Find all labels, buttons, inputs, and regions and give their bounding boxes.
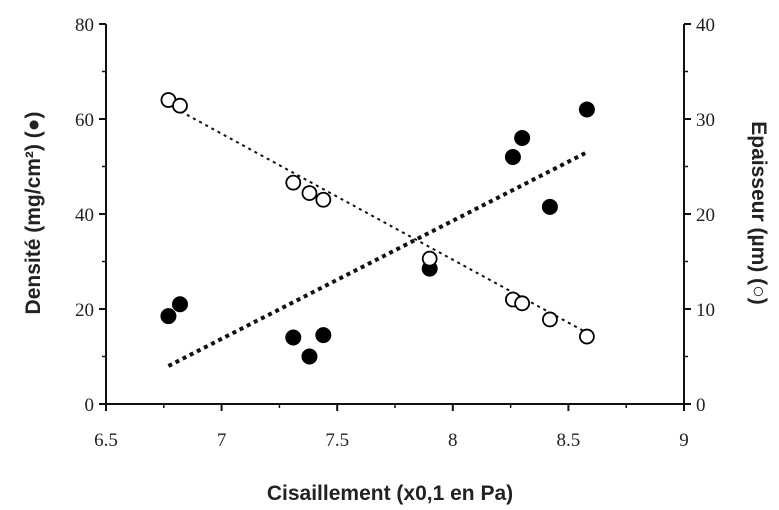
thickness-point <box>514 295 531 312</box>
density-trendline <box>167 150 588 368</box>
x-tick-label: 9 <box>679 430 689 451</box>
x-tick-label: 7 <box>217 430 227 451</box>
left-y-tick-label: 20 <box>75 300 94 321</box>
right-y-tick-label: 0 <box>696 395 706 416</box>
density-point <box>171 296 188 313</box>
left-y-axis-title: Densité (mg/cm²) (●) <box>22 112 45 315</box>
x-tick-label: 7.5 <box>325 430 349 451</box>
x-tick-label: 8 <box>448 430 458 451</box>
x-axis-title: Cisaillement (x0,1 en Pa) <box>267 482 513 505</box>
thickness-point <box>542 311 558 328</box>
x-tick-label: 6.5 <box>94 430 118 451</box>
thickness-point <box>578 328 595 345</box>
right-y-tick-label: 10 <box>696 300 715 321</box>
thickness-point <box>315 191 332 208</box>
axes <box>99 23 691 411</box>
thickness-point <box>285 174 302 191</box>
density-point <box>315 327 332 344</box>
data-points <box>160 92 595 365</box>
left-y-tick-label: 0 <box>85 395 95 416</box>
right-y-axis-title: Epaisseur (µm) (○) <box>747 121 770 304</box>
thickness-point <box>421 250 438 267</box>
left-y-tick-label: 60 <box>75 110 94 131</box>
density-point <box>285 329 302 346</box>
left-y-tick-label: 80 <box>75 15 94 36</box>
x-tick-label: 8.5 <box>557 430 581 451</box>
left-y-tick-label: 40 <box>75 205 94 226</box>
trendlines <box>167 103 588 368</box>
thickness-point <box>172 97 188 114</box>
density-point <box>514 130 531 146</box>
right-y-tick-label: 30 <box>696 110 715 131</box>
thickness-point <box>301 185 318 202</box>
density-point <box>160 308 177 325</box>
density-point <box>301 348 318 365</box>
thickness-trendline <box>167 103 588 334</box>
right-y-tick-label: 40 <box>696 15 715 36</box>
density-point <box>541 198 558 215</box>
density-point <box>504 149 521 165</box>
density-point <box>578 101 595 118</box>
right-y-tick-label: 20 <box>696 205 715 226</box>
